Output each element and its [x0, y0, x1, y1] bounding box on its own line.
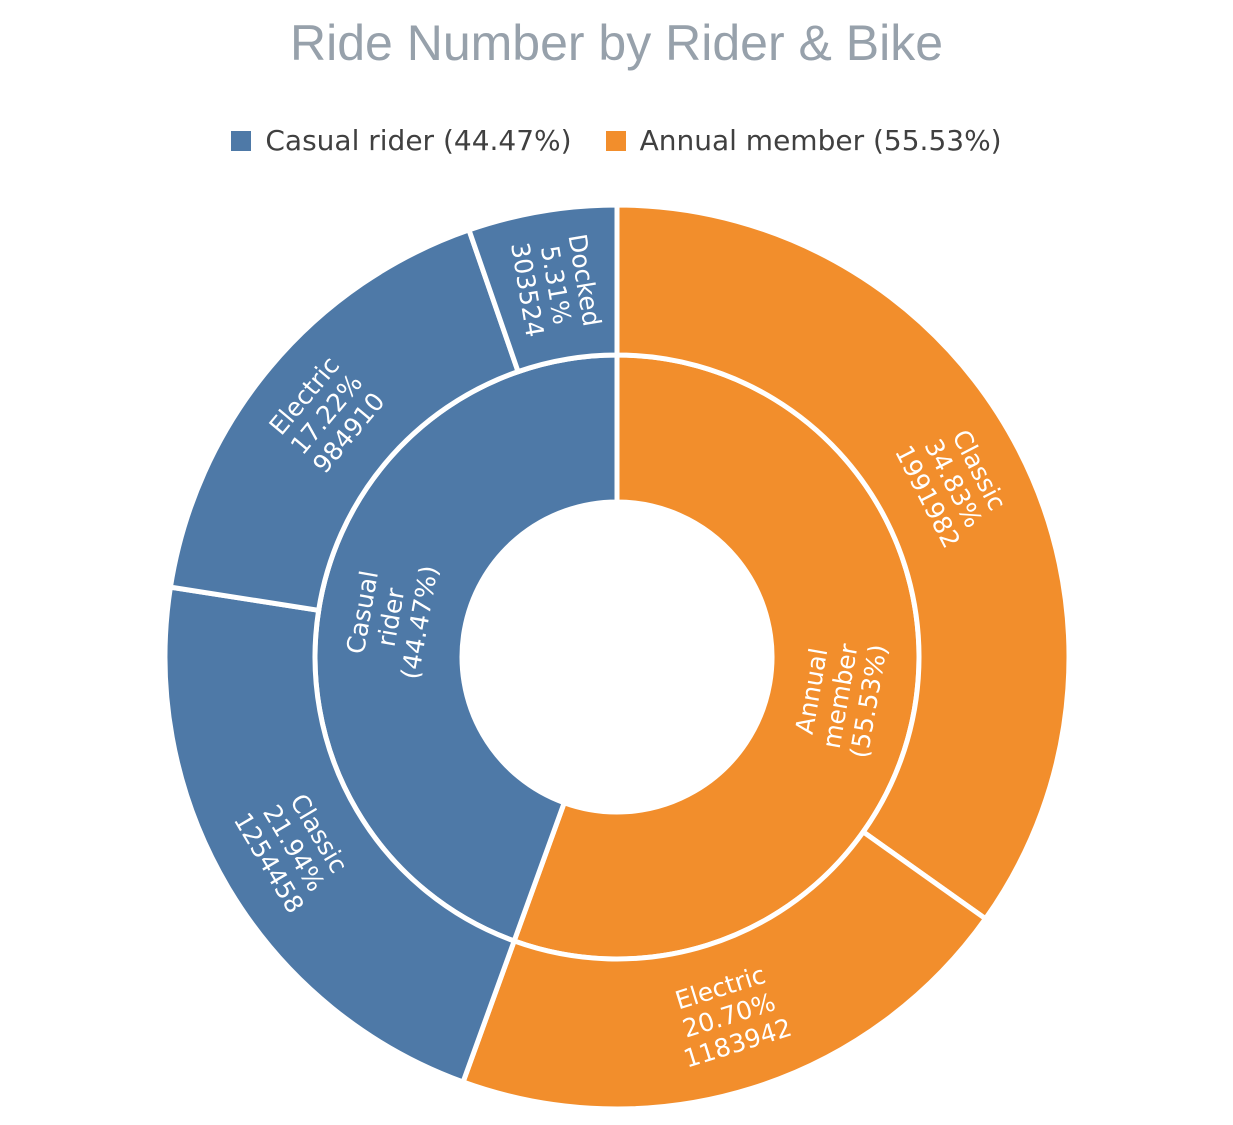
legend-label-annual: Annual member (55.53%)	[639, 124, 1002, 157]
legend-label-casual: Casual rider (44.47%)	[265, 124, 572, 157]
outer-segment-casual-rider-classic[interactable]	[162, 584, 518, 1086]
legend-item-annual[interactable]: Annual member (55.53%)	[605, 124, 1002, 157]
legend-swatch-annual	[605, 130, 626, 151]
outer-segment-annual-member-classic[interactable]	[614, 202, 1072, 923]
legend: Casual rider (44.47%) Annual member (55.…	[0, 124, 1233, 157]
chart-title: Ride Number by Rider & Bike	[289, 15, 944, 71]
outer-segment-casual-rider-docked[interactable]	[465, 202, 620, 375]
legend-swatch-casual	[231, 130, 252, 151]
outer-segment-annual-member-electric[interactable]	[459, 828, 989, 1112]
outer-segment-casual-rider-electric[interactable]	[167, 226, 522, 614]
legend-item-casual[interactable]: Casual rider (44.47%)	[231, 124, 572, 157]
